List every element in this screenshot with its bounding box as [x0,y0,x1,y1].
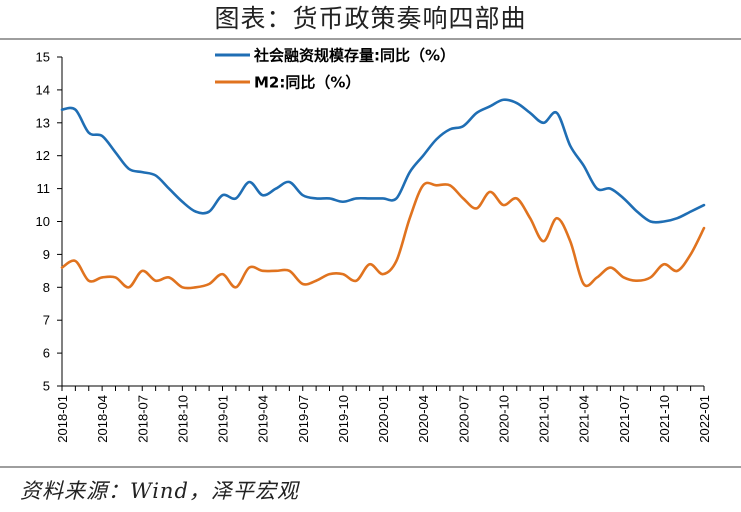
x-tick-label: 2019-07 [296,395,311,443]
chart-series-lines [60,98,706,290]
y-tick-label: 8 [43,280,50,295]
source-note: 资料来源：Wind，泽平宏观 [20,479,299,503]
x-tick-label: 2021-01 [537,395,552,443]
x-tick-label: 2021-07 [617,395,632,443]
x-axis-ticks: 2018-01 2018-04 2018-07 2018-10 2019-01 2019-… [55,386,712,443]
x-tick-label: 2018-01 [55,395,70,443]
x-tick-label: 2020-01 [376,395,391,443]
y-axis-ticks: 5 6 7 8 9 10 11 12 13 14 15 [36,50,62,394]
legend-label: 社会融资规模存量:同比（%） [253,47,455,65]
chart-axes [61,57,704,387]
y-tick-label: 12 [36,148,50,163]
bottom-divider [0,466,741,468]
x-tick-label: 2022-01 [697,395,712,443]
y-tick-label: 6 [43,346,50,361]
x-tick-label: 2018-04 [95,395,110,443]
y-tick-label: 11 [37,181,51,196]
chart-legend: 社会融资规模存量:同比（%） M2:同比（%） [215,47,455,92]
series-line-m2 [60,181,706,290]
y-tick-label: 10 [36,214,50,229]
legend-label: M2:同比（%） [254,74,360,92]
y-tick-label: 9 [43,247,50,262]
x-tick-label: 2020-10 [496,395,511,443]
y-tick-label: 13 [36,115,50,130]
legend-item-tsf: 社会融资规模存量:同比（%） [215,47,455,65]
x-tick-label: 2019-01 [216,395,231,443]
y-tick-label: 15 [36,50,50,65]
series-line-tsf [60,98,706,224]
y-tick-label: 7 [43,313,50,328]
x-tick-label: 2018-07 [135,395,150,443]
top-divider [0,38,741,40]
x-tick-label: 2020-07 [456,395,471,443]
x-tick-label: 2018-10 [175,395,190,443]
x-tick-label: 2020-04 [416,395,431,443]
x-tick-label: 2021-10 [657,395,672,443]
legend-item-m2: M2:同比（%） [215,74,360,92]
x-tick-label: 2021-04 [577,395,592,443]
y-tick-label: 14 [36,82,50,97]
page-title: 图表：货币政策奏响四部曲 [214,4,527,33]
x-tick-label: 2019-10 [336,395,351,443]
x-tick-label: 2019-04 [256,395,271,443]
y-tick-label: 5 [43,379,50,394]
